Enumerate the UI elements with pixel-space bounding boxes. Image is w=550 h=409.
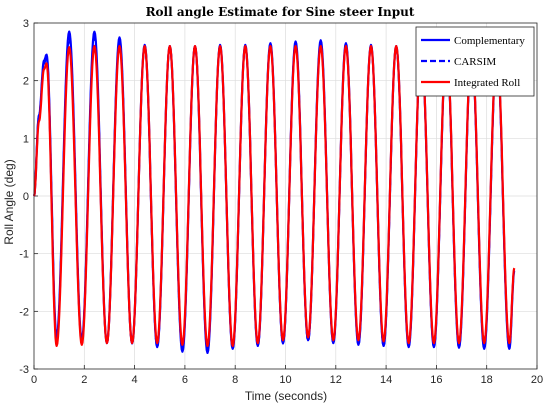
y-tick-label: -1 xyxy=(19,249,29,261)
x-tick-label: 2 xyxy=(81,374,87,386)
y-tick-label: 1 xyxy=(23,133,29,145)
legend: Complementary CARSIM Integrated Roll xyxy=(415,26,535,97)
x-tick-label: 8 xyxy=(232,374,238,386)
x-axis-label: Time (seconds) xyxy=(245,389,327,403)
legend-label-carsim: CARSIM xyxy=(454,56,496,68)
x-tick-labels: 0 2 4 6 8 10 12 14 16 18 20 xyxy=(31,374,543,386)
x-tick-label: 20 xyxy=(531,374,543,386)
legend-label-integrated-roll: Integrated Roll xyxy=(454,77,520,89)
y-tick-label: 2 xyxy=(23,76,29,88)
y-tick-label: 3 xyxy=(23,18,29,30)
plot-frame xyxy=(33,22,538,370)
y-tick-labels: 3 2 1 0 -1 -2 -3 xyxy=(19,18,29,376)
y-tick-label: -2 xyxy=(19,306,29,318)
series-line-integrated-roll xyxy=(33,45,516,347)
legend-label-complementary: Complementary xyxy=(454,35,525,47)
x-tick-label: 16 xyxy=(430,374,442,386)
x-tick-label: 18 xyxy=(481,374,493,386)
x-tick-label: 4 xyxy=(132,374,138,386)
x-tick-label: 12 xyxy=(330,374,342,386)
y-tick-label: -3 xyxy=(19,364,29,376)
x-tick-label: 10 xyxy=(279,374,291,386)
chart-title: Roll angle Estimate for Sine steer Input xyxy=(146,5,415,19)
x-tick-label: 0 xyxy=(31,374,37,386)
y-axis-label: Roll Angle (deg) xyxy=(2,159,16,244)
x-tick-label: 6 xyxy=(182,374,188,386)
x-tick-label: 14 xyxy=(380,374,392,386)
series-layer xyxy=(33,30,516,354)
y-tick-label: 0 xyxy=(23,191,29,203)
